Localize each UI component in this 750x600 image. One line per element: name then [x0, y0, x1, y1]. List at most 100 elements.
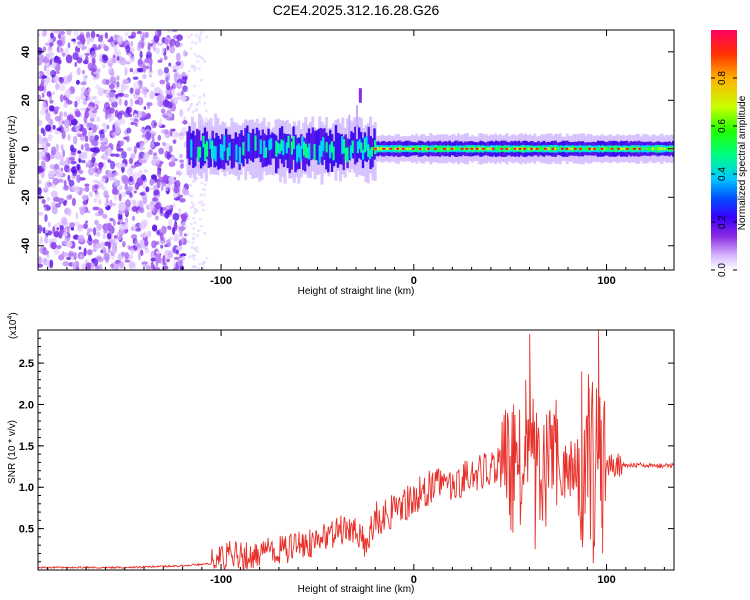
spectrogram-band-cell	[622, 147, 626, 151]
spectrogram-noise-cell	[156, 42, 164, 46]
spectrogram-noise-cell	[182, 94, 186, 103]
spectrogram-noise-cell	[136, 67, 143, 73]
spectrogram-noise-cell	[110, 69, 115, 78]
spectrogram-noise-cell	[145, 112, 151, 120]
spectrogram-peak-cell	[505, 147, 509, 150]
spectrogram-band-cell	[487, 147, 490, 151]
spectrogram-band-cell	[583, 145, 587, 153]
spectrogram-noise-cell	[156, 229, 160, 235]
spectrogram-band-cell	[367, 126, 370, 160]
spectrogram-noise-cell	[160, 239, 166, 244]
spectrogram-noise-cell	[109, 202, 117, 207]
spectrogram-noise-cell	[94, 173, 101, 177]
spectrogram-noise-cell	[68, 250, 74, 257]
spectrogram-band-cell	[455, 147, 458, 151]
spectrogram-noise-cell	[204, 109, 208, 112]
spectrogram-noise-cell	[120, 83, 126, 92]
spectrogram-noise-cell	[149, 91, 154, 100]
spectrogram-noise-cell	[194, 207, 197, 211]
svg-text:(x104): (x104)	[7, 312, 19, 339]
spectrogram-noise-cell	[66, 114, 74, 121]
spectrogram-noise-cell	[95, 84, 100, 90]
spectrogram-noise-cell	[202, 203, 206, 206]
spectrogram-noise-cell	[143, 231, 147, 238]
spectrogram-peak-cell	[513, 147, 517, 150]
spectrogram-noise-cell	[112, 244, 118, 251]
spectrogram-noise-cell	[163, 66, 170, 74]
spectrogram-noise-cell	[140, 142, 145, 147]
spectrogram-noise-cell	[195, 104, 199, 107]
spectrogram-noise-cell	[159, 79, 166, 85]
spectrogram-ytick-label: 20	[20, 94, 32, 106]
spectrogram-noise-cell	[103, 229, 109, 234]
spectrogram-noise-cell	[146, 101, 153, 107]
spectrogram-noise-cell	[59, 94, 64, 103]
spectrogram-noise-cell	[109, 217, 114, 222]
spectrogram-noise-cell	[164, 129, 169, 135]
spectrogram-noise-cell	[191, 194, 194, 198]
spectrogram-peak-cell	[396, 147, 400, 150]
spectrogram-peak-cell	[529, 147, 534, 150]
spectrogram-band-cell	[327, 135, 330, 173]
spectrogram-noise-cell	[160, 185, 164, 191]
spectrogram-noise-cell	[178, 207, 182, 216]
spectrogram-noise-cell	[198, 67, 201, 71]
spectrogram-noise-cell	[125, 199, 131, 208]
spectrogram-noise-cell	[99, 263, 103, 270]
spectrogram-noise-cell	[153, 142, 161, 147]
spectrogram-band-cell	[301, 136, 304, 149]
spectrogram-noise-cell	[79, 34, 85, 38]
spectrogram-noise-cell	[38, 256, 43, 265]
spectrogram-noise-cell	[205, 117, 208, 121]
spectrogram-band-cell	[453, 145, 457, 152]
spectrogram-peak-cell	[401, 147, 405, 150]
spectrogram-noise-cell	[116, 49, 122, 57]
spectrogram-noise-cell	[92, 44, 97, 48]
spectrogram-noise-cell	[194, 41, 197, 45]
spectrogram-noise-cell	[77, 133, 83, 138]
spectrogram-noise-cell	[165, 179, 169, 184]
spectrogram-band-cell	[363, 138, 366, 153]
spectrogram-noise-cell	[68, 179, 75, 187]
spectrogram-noise-cell	[42, 250, 50, 255]
spectrogram-noise-cell	[196, 250, 199, 253]
spectrogram-noise-cell	[66, 89, 71, 98]
spectrogram-noise-cell	[182, 71, 187, 77]
spectrogram-noise-cell	[172, 95, 176, 103]
spectrogram-noise-cell	[182, 85, 188, 93]
spectrogram-noise-cell	[120, 192, 127, 198]
spectrogram-noise-cell	[152, 152, 158, 157]
spectrogram-noise-cell	[145, 186, 150, 193]
spectrogram-noise-cell	[102, 63, 106, 69]
spectrogram-noise-cell	[124, 32, 130, 37]
spectrogram-noise-cell	[90, 50, 97, 59]
spectrogram-noise-cell	[149, 64, 153, 73]
spectrogram-band-cell	[209, 137, 212, 149]
spectrogram-noise-cell	[141, 133, 147, 139]
spectrogram-noise-cell	[58, 125, 64, 133]
spectrogram-band-cell	[350, 131, 353, 156]
spectrogram-noise-cell	[63, 185, 69, 191]
spectrogram-noise-cell	[87, 249, 93, 256]
spectrogram-noise-cell	[77, 150, 82, 154]
spectrogram-peak-cell	[475, 147, 479, 150]
spectrogram-noise-cell	[114, 196, 117, 201]
spectrogram-noise-cell	[147, 42, 151, 51]
spectrogram-noise-cell	[76, 67, 81, 76]
spectrogram-noise-cell	[91, 110, 98, 114]
spectrogram-noise-cell	[102, 161, 107, 170]
spectrogram-noise-cell	[175, 170, 180, 176]
spectrogram-noise-cell	[169, 44, 176, 54]
spectrogram-noise-cell	[166, 45, 170, 51]
spectrogram-noise-cell	[195, 55, 199, 59]
spectrogram-band-cell	[306, 147, 309, 159]
spectrogram-noise-cell	[157, 59, 163, 63]
spectrogram-noise-cell	[172, 226, 176, 236]
spectrogram-noise-cell	[176, 55, 180, 59]
spectrogram-noise-cell	[114, 153, 120, 158]
spectrogram-peak-cell	[518, 147, 522, 150]
spectrogram-noise-cell	[107, 159, 112, 163]
snr-ytick-label: 2.0	[19, 399, 34, 411]
spectrogram-band-cell	[263, 140, 266, 158]
spectrogram-peak-cell	[411, 147, 415, 150]
